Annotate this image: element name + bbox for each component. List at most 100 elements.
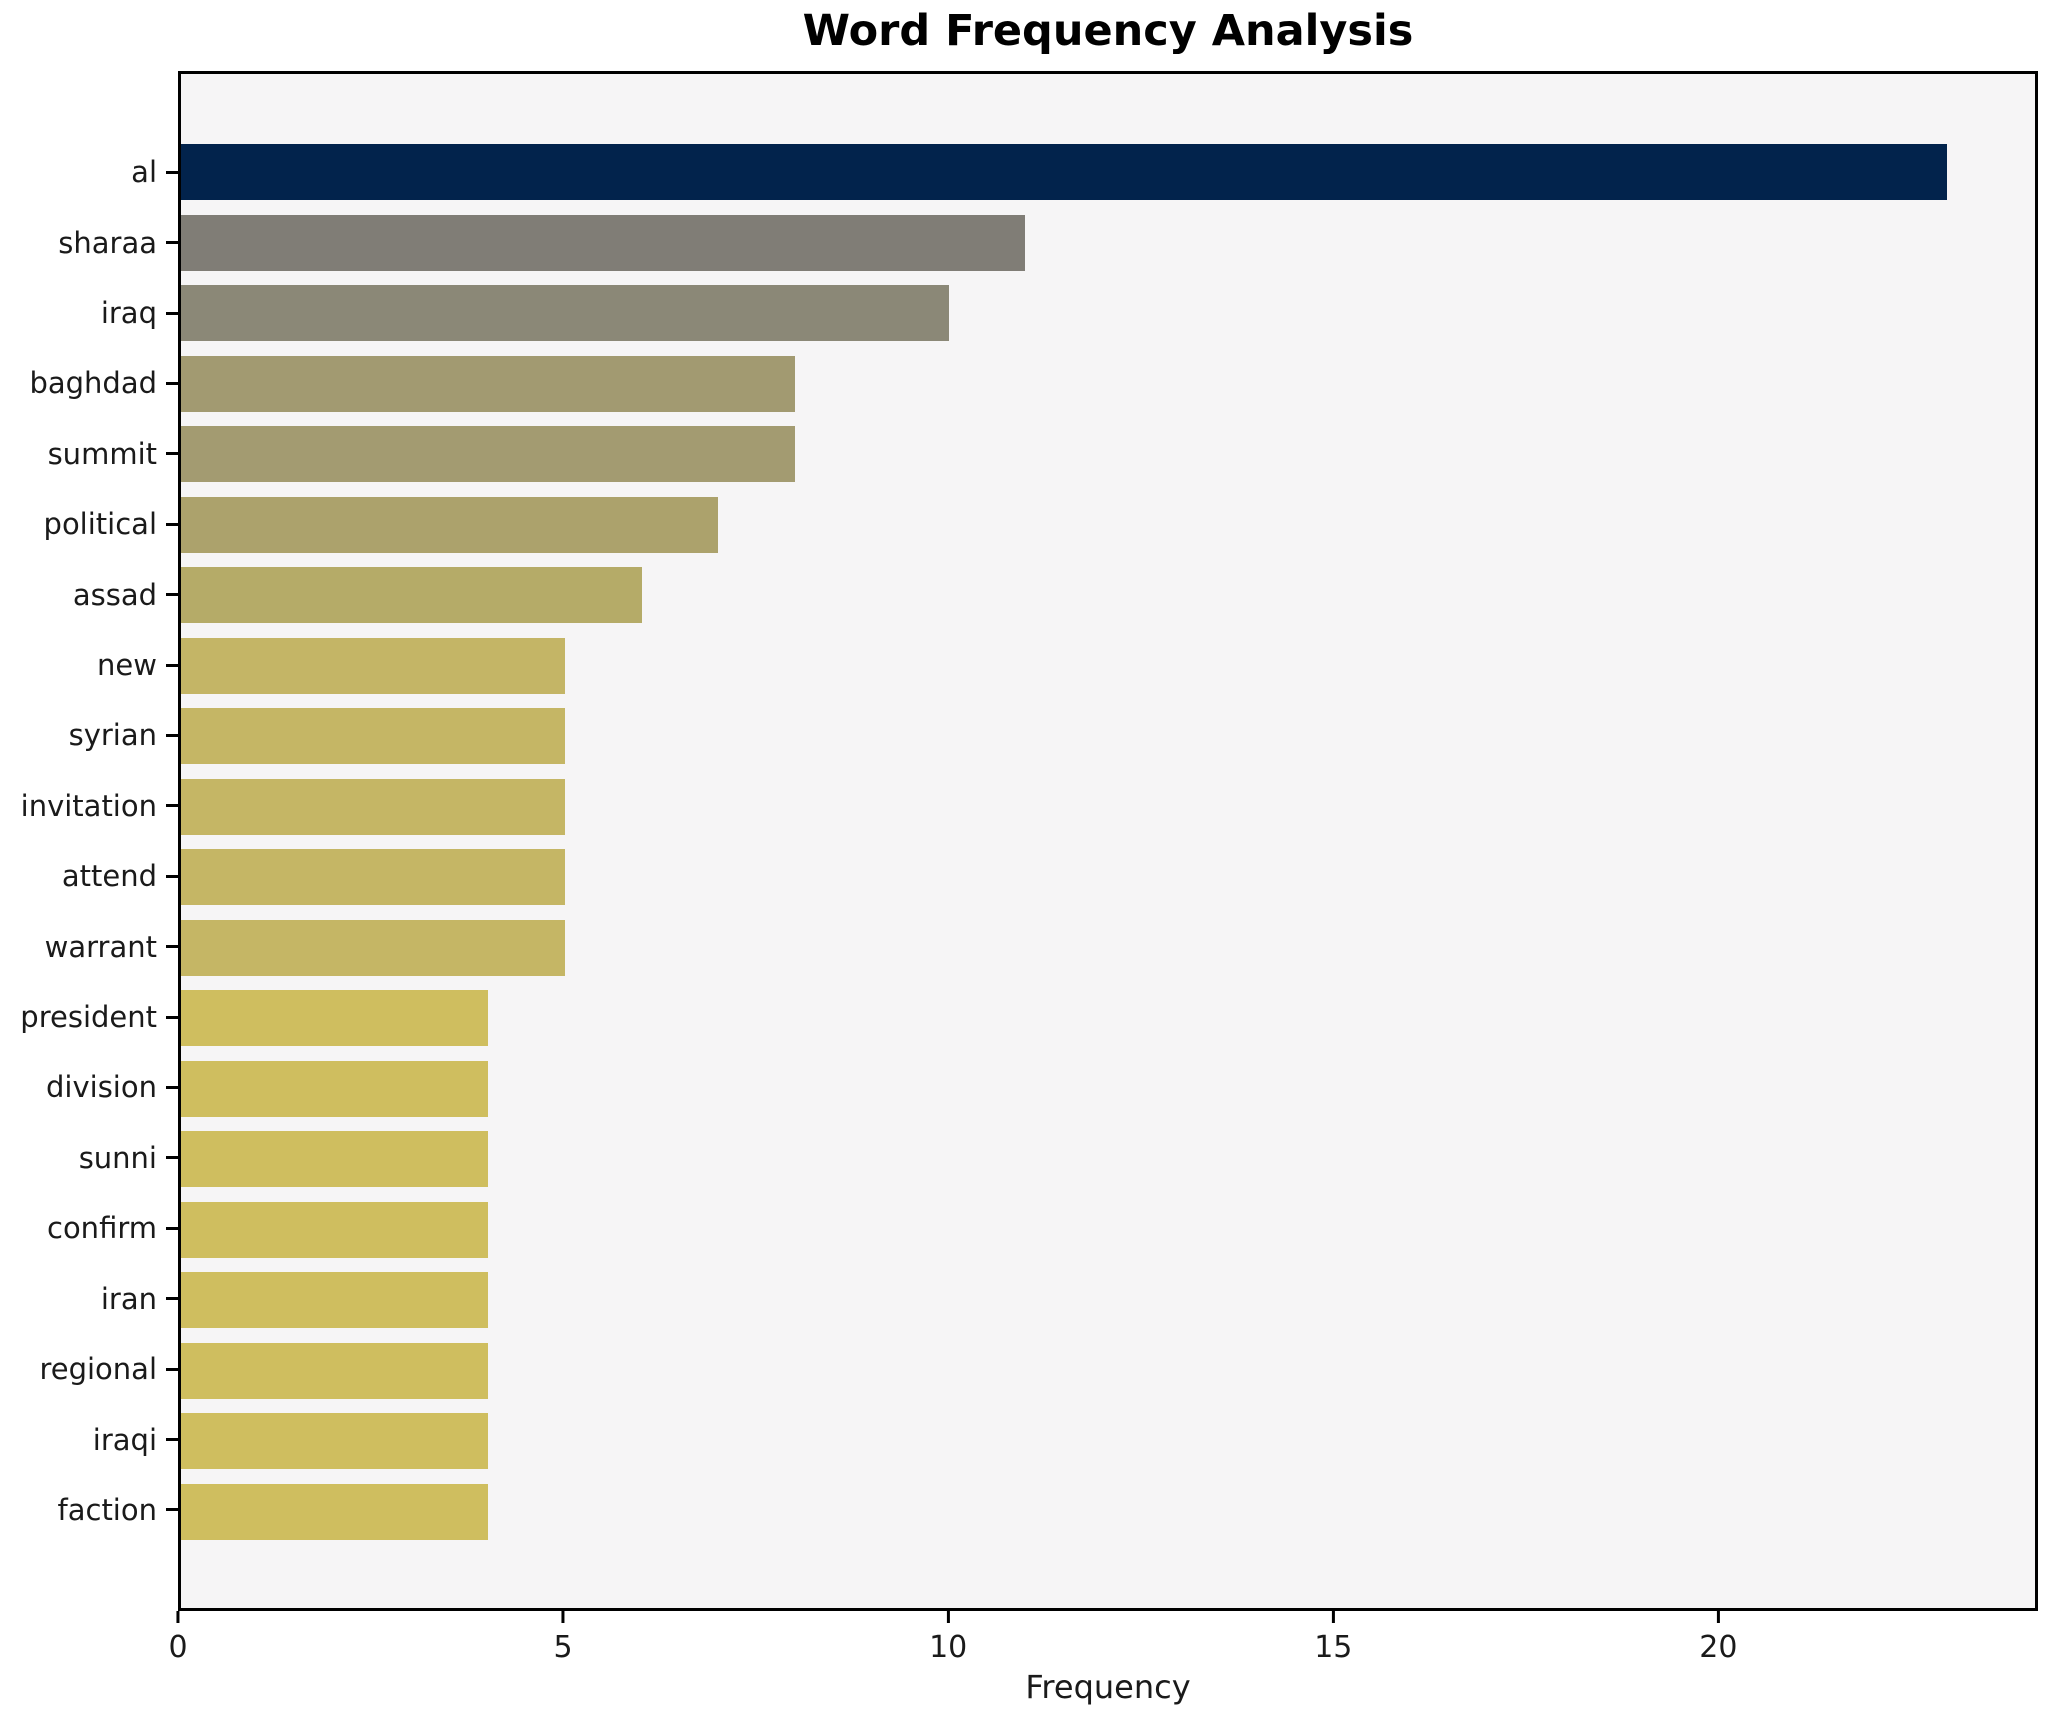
x-tick-15: 15: [1314, 1611, 1352, 1665]
y-tick-label-summit: summit: [47, 436, 157, 471]
x-tick-label: 20: [1699, 1630, 1738, 1665]
y-axis: al sharaa iraq baghdad summit political assad n…: [0, 137, 178, 1545]
y-tick-mark: [166, 241, 178, 245]
y-tick-label-al: al: [131, 155, 157, 190]
y-tick-label-baghdad: baghdad: [29, 366, 157, 401]
y-tick-label-iraqi: iraqi: [92, 1422, 157, 1457]
y-tick-row: sunni: [0, 1123, 178, 1193]
bar-regional: [181, 1342, 489, 1399]
y-tick-label-sharaa: sharaa: [58, 225, 157, 260]
y-tick-label-warrant: warrant: [44, 929, 157, 964]
y-tick-label-confirm: confirm: [47, 1211, 157, 1246]
y-tick-row: baghdad: [0, 348, 178, 418]
y-tick-label-attend: attend: [61, 859, 157, 894]
bar-row: [181, 208, 2035, 279]
y-tick-row: president: [0, 982, 178, 1052]
bar-syrian: [181, 708, 565, 765]
y-tick-label-political: political: [43, 507, 157, 542]
y-tick-row: al: [0, 137, 178, 207]
bar-attend: [181, 849, 565, 906]
y-tick-label-faction: faction: [57, 1492, 157, 1527]
bar-new: [181, 637, 565, 694]
x-tick-10: 10: [929, 1611, 967, 1665]
y-tick-mark: [166, 804, 178, 808]
bar-president: [181, 990, 489, 1047]
y-tick-row: attend: [0, 841, 178, 911]
y-tick-row: warrant: [0, 911, 178, 981]
bar-row: [181, 490, 2035, 561]
bar-row: [181, 1265, 2035, 1336]
bar-political: [181, 496, 719, 553]
y-tick-row: iran: [0, 1264, 178, 1334]
y-tick-mark: [166, 1226, 178, 1230]
bar-row: [181, 1406, 2035, 1477]
bar-division: [181, 1060, 489, 1117]
y-tick-label-invitation: invitation: [20, 788, 157, 823]
bar-invitation: [181, 778, 565, 835]
bar-row: [181, 631, 2035, 702]
y-tick-mark: [166, 170, 178, 174]
bar-row: [181, 1195, 2035, 1266]
x-tick-mark: [176, 1611, 180, 1623]
bar-row: [181, 1054, 2035, 1125]
bar-row: [181, 349, 2035, 420]
y-tick-mark: [166, 1015, 178, 1019]
bar-assad: [181, 567, 642, 624]
y-tick-row: syrian: [0, 700, 178, 770]
bar-iraq: [181, 285, 949, 342]
bar-row: [181, 913, 2035, 984]
y-tick-row: assad: [0, 559, 178, 629]
y-tick-mark: [166, 663, 178, 667]
bar-row: [181, 983, 2035, 1054]
y-tick-mark: [166, 522, 178, 526]
y-tick-row: political: [0, 489, 178, 559]
y-tick-mark: [166, 1438, 178, 1442]
x-axis-label: Frequency: [1025, 1668, 1191, 1706]
y-tick-label-president: president: [20, 1000, 157, 1035]
bar-sunni: [181, 1131, 489, 1188]
y-tick-mark: [166, 593, 178, 597]
x-tick-label: 5: [553, 1630, 573, 1665]
x-tick-label: 10: [929, 1630, 968, 1665]
bar-faction: [181, 1483, 489, 1540]
y-tick-row: iraqi: [0, 1404, 178, 1474]
bar-row: [181, 419, 2035, 490]
bar-warrant: [181, 919, 565, 976]
y-tick-label-assad: assad: [72, 577, 157, 612]
y-tick-label-iraq: iraq: [100, 296, 157, 331]
y-tick-mark: [166, 1085, 178, 1089]
x-tick-mark: [946, 1611, 950, 1623]
y-tick-mark: [166, 874, 178, 878]
y-tick-row: sharaa: [0, 207, 178, 277]
x-tick-label: 15: [1314, 1630, 1353, 1665]
bars-container: [181, 137, 2035, 1547]
bar-iran: [181, 1272, 489, 1329]
x-tick-mark: [1716, 1611, 1720, 1623]
bar-baghdad: [181, 355, 796, 412]
y-tick-mark: [166, 945, 178, 949]
y-tick-mark: [166, 311, 178, 315]
y-tick-label-syrian: syrian: [68, 718, 157, 753]
bar-row: [181, 701, 2035, 772]
bar-row: [181, 1477, 2035, 1548]
y-tick-mark: [166, 381, 178, 385]
y-tick-row: faction: [0, 1475, 178, 1545]
chart-title: Word Frequency Analysis: [802, 6, 1414, 56]
bar-sharaa: [181, 214, 1026, 271]
x-tick-mark: [561, 1611, 565, 1623]
y-tick-mark: [166, 1297, 178, 1301]
bar-row: [181, 560, 2035, 631]
bar-row: [181, 278, 2035, 349]
bar-row: [181, 772, 2035, 843]
bar-row: [181, 1336, 2035, 1407]
plot-area: [178, 71, 2038, 1611]
y-tick-row: confirm: [0, 1193, 178, 1263]
y-tick-mark: [166, 1508, 178, 1512]
x-tick-5: 5: [554, 1611, 573, 1665]
x-axis: 0 5 10 15 20: [168, 1611, 2038, 1681]
bar-al: [181, 144, 1947, 201]
y-tick-row: invitation: [0, 771, 178, 841]
y-tick-row: division: [0, 1052, 178, 1122]
y-tick-label-regional: regional: [39, 1352, 157, 1387]
